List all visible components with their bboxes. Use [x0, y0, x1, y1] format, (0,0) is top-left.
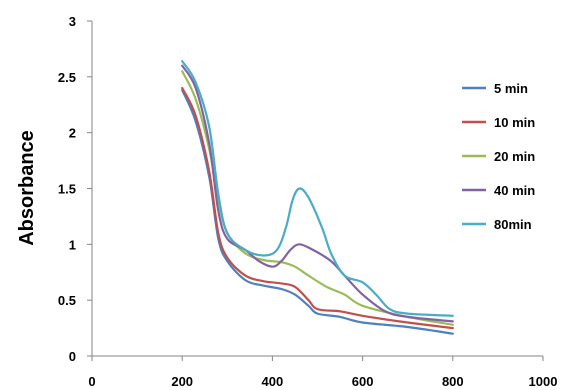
y-tick-label: 2.5: [58, 70, 76, 85]
x-tick-label: 400: [262, 374, 284, 389]
x-tick-label: 600: [352, 374, 374, 389]
y-tick-label: 0.5: [58, 293, 76, 308]
x-tick-label: 200: [171, 374, 193, 389]
y-tick-label: 2: [69, 126, 76, 141]
legend-label: 80min: [494, 217, 532, 232]
y-axis-title: Absorbance: [16, 130, 38, 246]
x-tick-label: 0: [88, 374, 95, 389]
y-tick-label: 3: [69, 14, 76, 29]
series-line-1: [181, 89, 454, 335]
legend-label: 20 min: [494, 149, 535, 164]
y-tick-label: 0: [69, 349, 76, 364]
legend-label: 10 min: [494, 115, 535, 130]
legend-label: 40 min: [494, 183, 535, 198]
series-line-5: [181, 60, 454, 317]
y-tick-label: 1: [69, 237, 76, 252]
x-tick-label: 1000: [529, 374, 558, 389]
legend: 5 min 10 min 20 min 40 min 80min: [462, 81, 535, 232]
series-layer: [181, 60, 454, 335]
series-line-3: [181, 70, 454, 326]
legend-label: 5 min: [494, 81, 528, 96]
series-line-2: [181, 86, 454, 330]
y-tick-label: 1.5: [58, 182, 76, 197]
series-line-4: [181, 64, 454, 323]
axes: 0 0.5 1 1.5 2 2.5 3 0 200 400 600 800 1000: [58, 14, 558, 389]
x-tick-label: 800: [442, 374, 464, 389]
